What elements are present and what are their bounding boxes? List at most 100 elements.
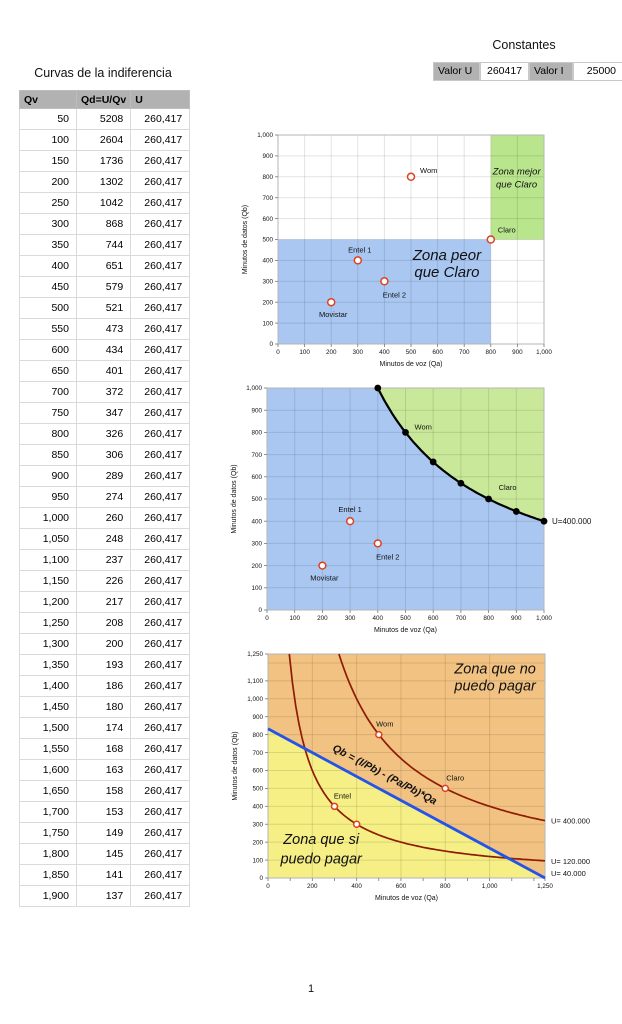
table-cell: 186 (75, 675, 132, 697)
y-tick-label: 1,000 (257, 132, 273, 139)
table-cell: 1,500 (19, 717, 77, 739)
table-cell: 1,400 (19, 675, 77, 697)
curve-dot (457, 479, 465, 487)
zone-sobre-la-curva (377, 388, 544, 522)
curve-dot (429, 458, 437, 466)
table-cell: 289 (75, 465, 132, 487)
table-row: 1,800 145 260,417 (19, 843, 191, 865)
table-cell: 180 (75, 696, 132, 718)
table-cell: 473 (75, 318, 132, 340)
table-cell: 260,417 (130, 591, 191, 613)
gridlines (268, 654, 545, 878)
zone-zona-peor-que-claro (278, 239, 491, 344)
table-cell: 168 (75, 738, 132, 760)
table-title: Curvas de la indiferencia (34, 66, 172, 80)
x-tick-label: 200 (326, 349, 337, 356)
table-cell: 700 (19, 381, 77, 403)
y-axis-title: Minutos de datos (Qb) (231, 464, 238, 533)
table-row: 650 401 260,417 (19, 360, 191, 382)
table-row: 500 521 260,417 (19, 297, 191, 319)
table-cell: 521 (75, 297, 132, 319)
y-tick-label: 1,250 (247, 651, 263, 658)
table-cell: 260,417 (130, 885, 191, 907)
table-cell: 2604 (75, 129, 132, 151)
x-tick-label: 100 (299, 349, 310, 356)
zone-label: que Claro (496, 180, 537, 191)
x-tick-label: 1,000 (482, 883, 498, 890)
table-row: 1,400 186 260,417 (19, 675, 191, 697)
table-cell: 260,417 (130, 759, 191, 781)
x-tick-label: 900 (511, 615, 522, 622)
table-cell: 137 (75, 885, 132, 907)
zone-label: Zona peor (412, 247, 482, 264)
table-cell: 1,450 (19, 696, 77, 718)
table-cell: 153 (75, 801, 132, 823)
x-tick-label: 900 (512, 349, 523, 356)
page-number: 1 (307, 983, 315, 995)
x-axis-title: Minutos de voz (Qa) (374, 627, 437, 634)
x-tick-label: 600 (428, 615, 439, 622)
table-row: 1,650 158 260,417 (19, 780, 191, 802)
y-tick-label: 300 (251, 541, 262, 548)
table-cell: 260,417 (130, 696, 191, 718)
table-row: 1,250 208 260,417 (19, 612, 191, 634)
table-cell: 1,150 (19, 570, 77, 592)
table-cell: 248 (75, 528, 132, 550)
constants-table: Valor U 260417 Valor I 25000 (433, 62, 622, 81)
zone-label: Zona que no (453, 662, 535, 678)
table-row: 150 1736 260,417 (19, 150, 191, 172)
point-label: Claro (498, 226, 516, 235)
y-tick-label: 0 (269, 341, 273, 348)
table-cell: 260,417 (130, 801, 191, 823)
table-cell: 260,417 (130, 213, 191, 235)
series-label: U= 40.000 (551, 869, 586, 878)
table-row: 750 347 260,417 (19, 402, 191, 424)
table-cell: 1,100 (19, 549, 77, 571)
zone-label: que Claro (414, 264, 479, 281)
y-tick-label: 900 (251, 407, 262, 414)
y-tick-label: 900 (252, 714, 263, 721)
y-tick-label: 500 (262, 237, 273, 244)
x-tick-label: 500 (400, 615, 411, 622)
data-point-claro: Claro (441, 773, 464, 793)
table-cell: 260,417 (130, 675, 191, 697)
table-cell: 1,250 (19, 612, 77, 634)
y-tick-label: 400 (262, 258, 273, 265)
x-tick-label: 600 (396, 883, 407, 890)
table-cell: 800 (19, 423, 77, 445)
table-cell: 550 (19, 318, 77, 340)
table-cell: 150 (19, 150, 77, 172)
curve-dot (512, 508, 520, 515)
table-row: 1,350 193 260,417 (19, 654, 191, 676)
x-tick-label: 800 (483, 615, 494, 622)
table-body: 50 5208 260,417 100 2604 260,417 150 1736 260,41… (19, 108, 191, 907)
data-point-claro: Claro (486, 226, 516, 244)
point-label: Wom (420, 166, 437, 175)
table-cell: 1,800 (19, 843, 77, 865)
y-tick-label: 700 (252, 750, 263, 757)
x-tick-label: 800 (486, 349, 497, 356)
table-cell: 260,417 (130, 276, 191, 298)
table-cell: 226 (75, 570, 132, 592)
table-row: 450 579 260,417 (19, 276, 191, 298)
column-header-qd: Qd=U/Qv (75, 90, 132, 109)
table-cell: 300 (19, 213, 77, 235)
table-cell: 260,417 (130, 486, 191, 508)
table-cell: 100 (19, 129, 77, 151)
table-row: 1,200 217 260,417 (19, 591, 191, 613)
table-cell: 158 (75, 780, 132, 802)
table-cell: 145 (75, 843, 132, 865)
table-cell: 260,417 (130, 864, 191, 886)
table-cell: 260,417 (130, 822, 191, 844)
x-tick-label: 0 (276, 349, 280, 356)
curve-u-120-000 (288, 653, 546, 862)
table-cell: 260,417 (130, 444, 191, 466)
table-cell: 237 (75, 549, 132, 571)
table-cell: 5208 (75, 108, 132, 130)
y-tick-label: 100 (252, 857, 263, 864)
y-tick-label: 400 (251, 518, 262, 525)
table-cell: 651 (75, 255, 132, 277)
table-row: 200 1302 260,417 (19, 171, 191, 193)
table-cell: 450 (19, 276, 77, 298)
curve-dot (485, 495, 492, 503)
